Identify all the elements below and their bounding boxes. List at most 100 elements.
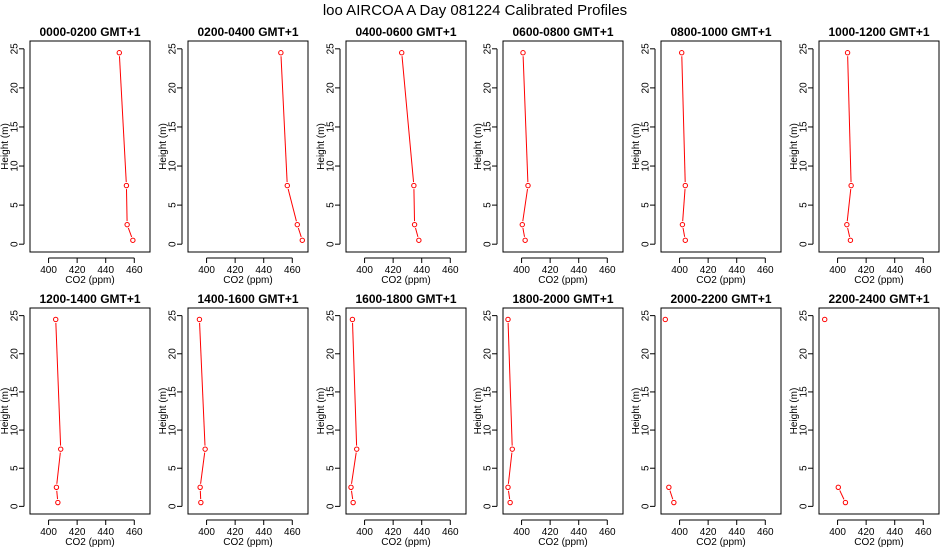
panel-title: 0400-0600 GMT+1 bbox=[355, 25, 456, 39]
y-axis-label: Height (m) bbox=[473, 123, 484, 170]
y-tick-label: 15 bbox=[326, 386, 337, 398]
y-tick-label: 20 bbox=[326, 348, 337, 360]
profile-panel: 0400-0600 GMT+1 400 420 440 460 CO2 (ppm) 0 5 10… bbox=[316, 25, 467, 286]
data-point bbox=[520, 50, 526, 56]
y-tick-label: 20 bbox=[326, 82, 337, 94]
panel-title: 0000-0200 GMT+1 bbox=[39, 25, 140, 39]
x-tick-label: 420 bbox=[858, 265, 875, 276]
y-tick-label: 15 bbox=[483, 121, 494, 133]
data-point bbox=[58, 446, 64, 452]
panel-title: 2200-2400 GMT+1 bbox=[828, 292, 929, 306]
y-tick-label: 15 bbox=[168, 386, 179, 398]
x-tick-label: 420 bbox=[69, 265, 86, 276]
y-tick-label: 5 bbox=[799, 465, 810, 471]
x-tick-label: 400 bbox=[829, 527, 846, 538]
y-tick-label: 5 bbox=[326, 465, 337, 471]
profile-segment bbox=[297, 227, 302, 238]
profile-segment bbox=[681, 56, 686, 183]
y-tick-label: 25 bbox=[10, 310, 21, 322]
data-point bbox=[53, 316, 59, 323]
profile-segment bbox=[351, 452, 357, 484]
plot-frame bbox=[502, 40, 624, 253]
y-tick-label: 10 bbox=[10, 160, 21, 172]
y-tick-label: 25 bbox=[10, 43, 21, 55]
data-point bbox=[505, 316, 511, 323]
profile-segment bbox=[401, 56, 415, 183]
y-tick-label: 25 bbox=[799, 43, 810, 55]
data-point bbox=[399, 50, 405, 56]
x-tick-label: 460 bbox=[442, 265, 459, 276]
data-point bbox=[55, 499, 61, 506]
y-tick-label: 5 bbox=[10, 202, 21, 208]
x-tick-label: 400 bbox=[513, 265, 530, 276]
x-axis-label: CO2 (ppm) bbox=[854, 537, 903, 548]
profile-segment bbox=[199, 322, 206, 446]
panel-title: 1400-1600 GMT+1 bbox=[197, 292, 298, 306]
profile-panel: 2200-2400 GMT+1 400 420 440 460 CO2 (ppm) 0 5 10… bbox=[789, 292, 940, 548]
y-tick-label: 15 bbox=[483, 386, 494, 398]
y-tick-label: 0 bbox=[641, 503, 652, 509]
x-tick-label: 400 bbox=[671, 527, 688, 538]
y-axis-label: Height (m) bbox=[473, 388, 484, 435]
x-tick-label: 420 bbox=[227, 265, 244, 276]
y-tick-label: 20 bbox=[641, 82, 652, 94]
x-tick-label: 440 bbox=[728, 265, 745, 276]
data-point bbox=[278, 50, 284, 56]
data-point bbox=[844, 50, 851, 56]
profile-segment bbox=[280, 56, 288, 183]
x-tick-label: 400 bbox=[198, 527, 215, 538]
x-tick-label: 460 bbox=[599, 527, 616, 538]
y-tick-label: 5 bbox=[799, 202, 810, 208]
data-point bbox=[842, 499, 849, 506]
profile-segment bbox=[55, 322, 62, 446]
chart-main-title: loo AIRCOA A Day 081224 Calibrated Profi… bbox=[322, 2, 628, 19]
x-axis-label: CO2 (ppm) bbox=[381, 275, 430, 286]
y-tick-label: 0 bbox=[326, 503, 337, 509]
y-tick-label: 10 bbox=[326, 160, 337, 172]
x-tick-label: 460 bbox=[442, 527, 459, 538]
plot-frame bbox=[818, 40, 940, 253]
plot-frame bbox=[29, 40, 151, 253]
x-tick-label: 460 bbox=[284, 527, 301, 538]
x-tick-label: 440 bbox=[728, 527, 745, 538]
y-tick-label: 0 bbox=[483, 241, 494, 247]
x-tick-label: 420 bbox=[542, 527, 559, 538]
profile-segment bbox=[118, 56, 127, 183]
data-point bbox=[844, 221, 850, 228]
y-tick-label: 0 bbox=[799, 503, 810, 509]
data-point bbox=[509, 446, 515, 452]
panel-title: 0600-0800 GMT+1 bbox=[512, 25, 613, 39]
y-axis-label: Height (m) bbox=[789, 123, 800, 170]
y-tick-label: 15 bbox=[10, 386, 21, 398]
x-tick-label: 420 bbox=[69, 527, 86, 538]
y-tick-label: 15 bbox=[168, 121, 179, 133]
profile-segment bbox=[127, 227, 133, 238]
y-axis-label: Height (m) bbox=[158, 123, 169, 170]
x-tick-label: 440 bbox=[97, 265, 114, 276]
y-tick-label: 25 bbox=[326, 310, 337, 322]
x-tick-label: 460 bbox=[599, 265, 616, 276]
x-tick-label: 400 bbox=[671, 265, 688, 276]
data-point bbox=[679, 221, 686, 228]
y-tick-label: 10 bbox=[799, 424, 810, 436]
profile-segment bbox=[352, 322, 358, 446]
y-tick-label: 10 bbox=[168, 424, 179, 436]
x-tick-label: 420 bbox=[227, 527, 244, 538]
plot-frame bbox=[345, 307, 467, 515]
data-point bbox=[682, 237, 688, 243]
profile-panel: 0800-1000 GMT+1 400 420 440 460 CO2 (ppm) 0 5 10… bbox=[631, 25, 782, 286]
x-tick-label: 400 bbox=[513, 527, 530, 538]
profile-segment bbox=[682, 228, 686, 237]
y-tick-label: 5 bbox=[641, 202, 652, 208]
x-tick-label: 460 bbox=[757, 265, 774, 276]
data-point bbox=[662, 316, 668, 323]
x-axis-label: CO2 (ppm) bbox=[538, 275, 587, 286]
x-axis-label: CO2 (ppm) bbox=[854, 275, 903, 286]
data-point bbox=[525, 182, 531, 189]
y-tick-label: 10 bbox=[799, 160, 810, 172]
x-axis-label: CO2 (ppm) bbox=[65, 537, 114, 548]
x-tick-label: 400 bbox=[40, 527, 57, 538]
panel-title: 1800-2000 GMT+1 bbox=[512, 292, 613, 306]
data-point bbox=[505, 484, 511, 490]
data-point bbox=[116, 50, 122, 56]
